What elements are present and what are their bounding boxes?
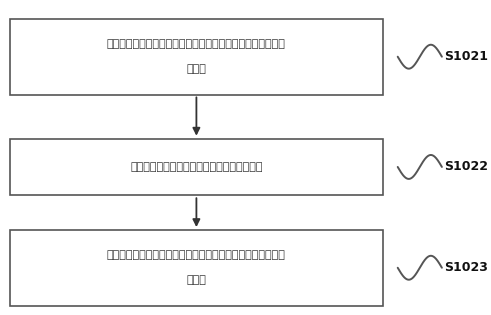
- Bar: [10, 19, 383, 94]
- Bar: [10, 139, 383, 195]
- Text: S1021: S1021: [444, 50, 489, 63]
- Bar: [10, 230, 383, 306]
- Text: 综合多个所述亮度检测数据，生成实时光亮度: 综合多个所述亮度检测数据，生成实时光亮度: [130, 162, 263, 172]
- Text: 测数据: 测数据: [187, 64, 206, 74]
- Text: S1023: S1023: [444, 261, 489, 274]
- Text: 将所述实时光亮度与预设的标准光亮度进行比较，生成亮度比: 将所述实时光亮度与预设的标准光亮度进行比较，生成亮度比: [107, 250, 286, 260]
- Text: 对公共区域的多个目标点进行实时亮度检测，得到多个亮度检: 对公共区域的多个目标点进行实时亮度检测，得到多个亮度检: [107, 39, 286, 49]
- Text: 较结果: 较结果: [187, 275, 206, 285]
- Text: S1022: S1022: [444, 160, 489, 174]
